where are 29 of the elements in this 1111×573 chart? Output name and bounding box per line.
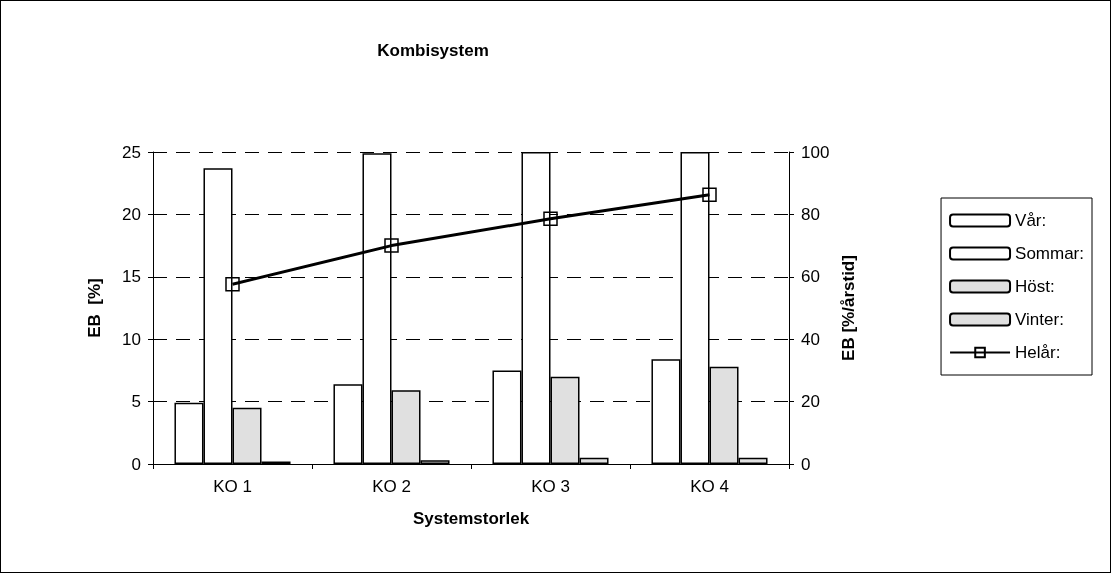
y2-tick-label: 40: [801, 329, 820, 349]
y-tick-label: 10: [122, 329, 141, 349]
y2-tick-label: 20: [801, 392, 820, 412]
legend-label: Vinter:: [1015, 310, 1064, 329]
x-tick-label: KO 1: [213, 477, 252, 496]
legend-label: Vår:: [1015, 211, 1047, 230]
y-tick-label: 20: [122, 204, 141, 224]
point: [225, 277, 240, 292]
point: [702, 187, 717, 202]
y2-tick-label: 60: [801, 267, 820, 287]
legend-label: Helår:: [1015, 343, 1061, 362]
point: [384, 238, 399, 253]
y-tick-label: 15: [122, 267, 141, 287]
x-axis-title: Systemstorlek: [412, 509, 530, 528]
point: [543, 211, 558, 227]
legend-label: Höst:: [1015, 277, 1055, 296]
x-tick-label: KO 4: [690, 477, 729, 496]
y-tick-label: 0: [131, 454, 141, 474]
x-tick-label: KO 2: [372, 477, 411, 496]
legend-label: Sommar:: [1015, 244, 1085, 263]
y-tick-label: 25: [122, 142, 141, 162]
x-tick-label: KO 3: [531, 477, 570, 496]
y-axis-title: EB [%]: [85, 278, 104, 338]
y2-tick-label: 0: [801, 454, 811, 474]
chart-title: Kombisystem: [377, 41, 489, 60]
y2-axis-title: EB [%/årstid]: [839, 255, 859, 361]
y-tick-label: 5: [131, 392, 141, 412]
y2-tick-label: 100: [801, 142, 830, 162]
y2-tick-label: 80: [801, 204, 820, 224]
